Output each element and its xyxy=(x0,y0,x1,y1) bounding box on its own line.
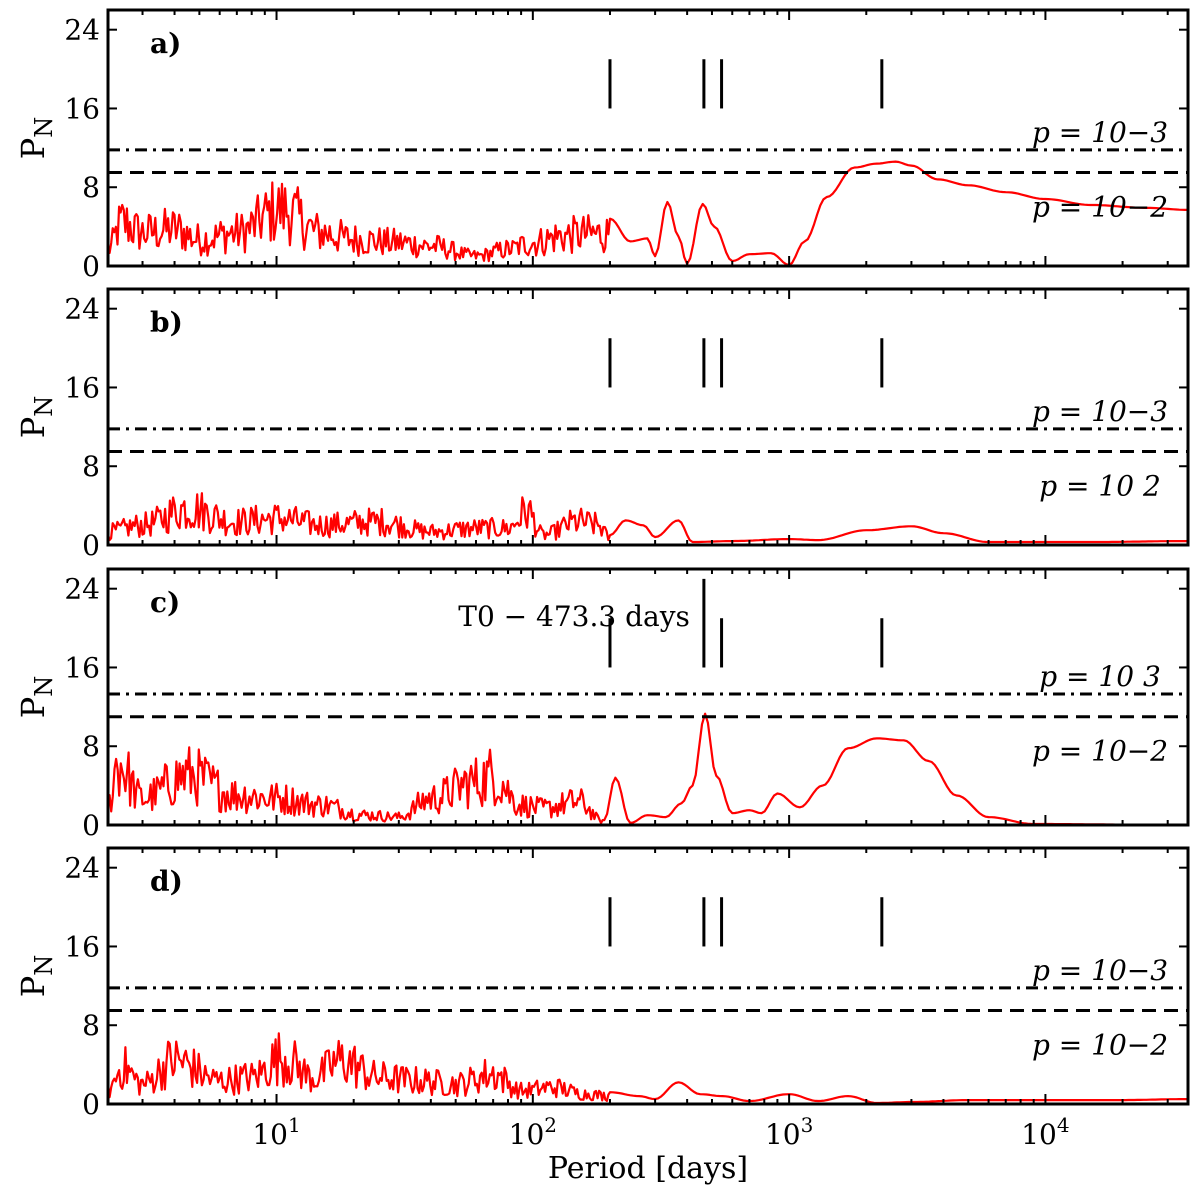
threshold-label-1e-3: p = 10 3 xyxy=(1039,660,1161,693)
panel-label: b) xyxy=(150,306,183,339)
y-tick-label: 8 xyxy=(82,1009,100,1042)
threshold-label-1e-3: p = 10−3 xyxy=(1032,395,1168,428)
y-tick-label: 8 xyxy=(82,450,100,483)
periodogram-line xyxy=(108,492,1188,544)
y-axis-label: PN xyxy=(14,955,58,998)
panel-frame xyxy=(106,846,1190,1106)
threshold-label-1e-2: p = 10 2 xyxy=(1039,469,1161,502)
y-tick-label: 16 xyxy=(64,930,100,963)
y-axis-label: PN xyxy=(14,676,58,719)
panel-a: p = 10−3 p = 10−2 a) 0 8 16 24 PN xyxy=(14,8,1190,283)
threshold-label-1e-2: p = 10−2 xyxy=(1032,1028,1168,1061)
panel-d: p = 10−3 p = 10−2 d) 0 8 16 24 PN xyxy=(14,846,1190,1121)
threshold-label-1e-2: p = 10−2 xyxy=(1032,190,1168,223)
y-tick-label: 24 xyxy=(64,852,100,885)
y-axis-label: PN xyxy=(14,117,58,160)
panel-frame xyxy=(106,287,1190,547)
panel-label: d) xyxy=(150,865,183,898)
y-tick-label: 24 xyxy=(64,293,100,326)
periodogram-line xyxy=(108,712,1188,825)
panel-label: c) xyxy=(150,586,180,619)
x-tick-label-base: 10 xyxy=(1021,1118,1057,1151)
y-axis-label-main: P xyxy=(14,976,52,998)
x-tick-label-exponent: 2 xyxy=(544,1113,557,1137)
panel-frame xyxy=(106,8,1190,268)
panel-c: p = 10 3 p = 10−2 T0 − 473.3 days c) 0 8 16 24 P… xyxy=(14,567,1190,842)
y-tick-label: 24 xyxy=(64,14,100,47)
threshold-label-1e-3: p = 10−3 xyxy=(1032,116,1168,149)
x-tick-label-base: 10 xyxy=(509,1118,545,1151)
y-axis-label-subscript: N xyxy=(30,396,58,417)
y-axis-label-main: P xyxy=(14,138,52,160)
y-axis-label-subscript: N xyxy=(30,117,58,138)
y-axis-label-subscript: N xyxy=(30,955,58,976)
y-tick-label: 16 xyxy=(64,371,100,404)
x-tick-label: 104 xyxy=(1021,1113,1069,1151)
x-tick-label-exponent: 3 xyxy=(801,1113,814,1137)
panel-b: p = 10−3 p = 10 2 b) 0 8 16 24 PN xyxy=(14,287,1190,562)
x-tick-label: 101 xyxy=(252,1113,300,1151)
y-tick-label: 0 xyxy=(82,1088,100,1121)
y-axis-label: PN xyxy=(14,396,58,439)
x-tick-label: 102 xyxy=(509,1113,557,1151)
y-tick-label: 24 xyxy=(64,573,100,606)
panel-frame xyxy=(106,567,1190,827)
x-tick-label-base: 10 xyxy=(765,1118,801,1151)
y-tick-label: 16 xyxy=(64,651,100,684)
y-tick-label: 8 xyxy=(82,730,100,763)
y-axis-label-main: P xyxy=(14,417,52,439)
y-tick-label: 16 xyxy=(64,92,100,125)
y-axis-label-subscript: N xyxy=(30,676,58,697)
y-axis-label-main: P xyxy=(14,697,52,719)
panel-label: a) xyxy=(150,27,181,60)
y-tick-label: 0 xyxy=(82,529,100,562)
x-tick-label: 103 xyxy=(765,1113,813,1151)
y-tick-label: 8 xyxy=(82,171,100,204)
periodogram-line xyxy=(108,160,1188,266)
x-tick-label-exponent: 1 xyxy=(288,1113,301,1137)
threshold-label-1e-2: p = 10−2 xyxy=(1032,735,1168,768)
period-annotation: T0 − 473.3 days xyxy=(458,600,690,633)
y-tick-label: 0 xyxy=(82,809,100,842)
x-tick-label-base: 10 xyxy=(252,1118,288,1151)
periodogram-line xyxy=(108,1032,1188,1104)
threshold-label-1e-3: p = 10−3 xyxy=(1032,954,1168,987)
y-tick-label: 0 xyxy=(82,250,100,283)
x-tick-label-exponent: 4 xyxy=(1057,1113,1070,1137)
x-axis-label: Period [days] xyxy=(548,1151,748,1186)
